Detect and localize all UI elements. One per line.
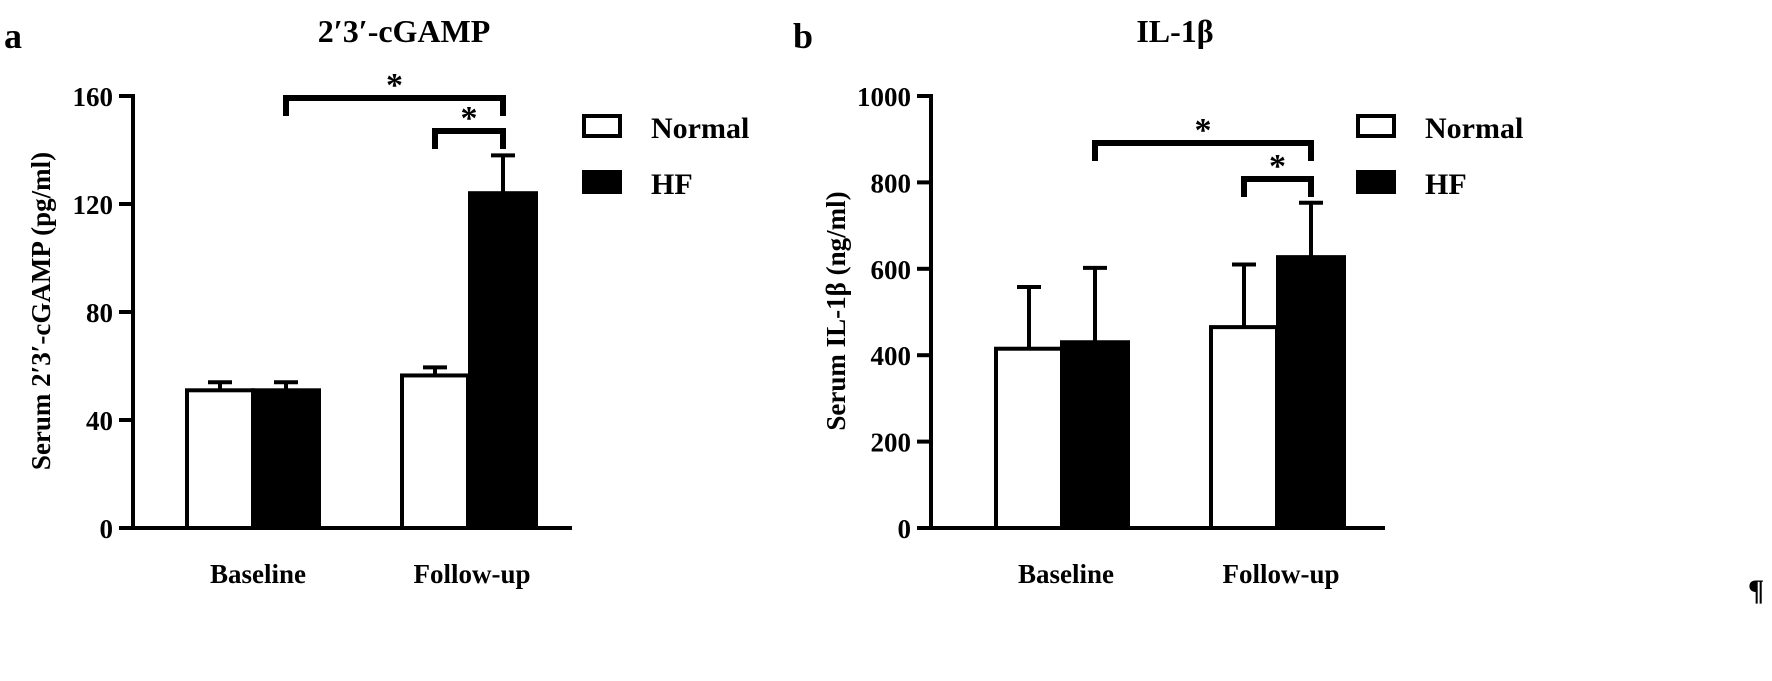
panel-b-y-tick-label: 800: [871, 168, 912, 198]
panel-b-x-ticks: Baseline Follow-up: [1018, 559, 1340, 589]
panel-a-y-tick-label: 0: [100, 514, 114, 544]
panel-a-y-tick-label: 40: [86, 406, 113, 436]
panel-b-legend-hf-swatch: [1356, 170, 1396, 194]
panel-a-legend-normal-label: Normal: [651, 112, 749, 145]
panel-b-significance-star: *: [1195, 112, 1212, 149]
panel-a-legend: Normal HF: [582, 112, 749, 201]
panel-a-significance: **: [283, 67, 506, 149]
panel-b-legend-normal-label: Normal: [1425, 112, 1523, 145]
panel-a-x-ticks: Baseline Follow-up: [210, 559, 531, 589]
panel-a-significance-star: *: [461, 100, 478, 137]
panel-a-bar-normal-follow-up: [400, 373, 470, 531]
panel-b-significance: **: [1092, 112, 1314, 197]
panel-a-significance-bracket: [432, 128, 506, 149]
panel-b-y-tick-label: 400: [871, 341, 912, 371]
panel-a-bar-hf-baseline: [251, 388, 321, 530]
panel-b-legend-hf-label: HF: [1425, 168, 1467, 201]
panel-b-bars: [994, 200, 1346, 530]
panel-b-y-tick-label: 1000: [857, 82, 911, 112]
panel-a: a 2′3′-cGAMP Serum 2′3′-cGAMP (pg/ml) 0 4…: [4, 13, 749, 589]
panel-b-significance-bracket: [1241, 176, 1314, 197]
panel-b-bar-hf-follow-up: [1276, 255, 1346, 530]
panel-b-bar-hf-baseline: [1060, 340, 1130, 530]
panel-b-category-baseline: Baseline: [1018, 559, 1114, 589]
panel-a-category-baseline: Baseline: [210, 559, 306, 589]
panel-b-ylabel: Serum IL-1β (ng/ml): [821, 191, 851, 430]
panel-a-bar-hf-follow-up: [468, 191, 538, 530]
panel-b-legend: Normal HF: [1356, 112, 1523, 201]
panel-b-title: IL-1β: [1136, 13, 1213, 49]
panel-b-significance-bracket: [1092, 140, 1314, 161]
panel-b-y-tick-label: 200: [871, 428, 912, 458]
panel-a-legend-normal-swatch: [582, 114, 622, 138]
panel-a-bar-normal-baseline: [185, 388, 255, 530]
panel-b: b IL-1β Serum IL-1β (ng/ml) 0 200 400 600 80…: [793, 13, 1523, 589]
panel-b-y-tick-label: 0: [898, 514, 912, 544]
panel-a-significance-bracket: [283, 95, 506, 116]
panel-b-bar-normal-follow-up: [1209, 325, 1279, 530]
panel-a-legend-hf-swatch: [582, 170, 622, 194]
panel-b-label: b: [793, 16, 813, 56]
panel-a-label: a: [4, 16, 22, 56]
panel-b-y-tick-label: 600: [871, 255, 912, 285]
panel-a-category-follow-up: Follow-up: [413, 559, 530, 589]
panel-a-title: 2′3′-cGAMP: [318, 13, 491, 49]
panel-a-y-tick-label: 120: [73, 190, 114, 220]
panel-a-ylabel: Serum 2′3′-cGAMP (pg/ml): [26, 152, 56, 470]
pilcrow-mark: ¶: [1748, 574, 1764, 607]
panel-b-category-follow-up: Follow-up: [1222, 559, 1339, 589]
panel-a-y-tick-label: 80: [86, 298, 113, 328]
panel-a-legend-hf-label: HF: [651, 168, 693, 201]
panel-a-y-tick-label: 160: [73, 82, 114, 112]
panel-a-significance-star: *: [386, 67, 403, 104]
panel-b-significance-star: *: [1269, 148, 1286, 185]
panel-a-bars: [185, 153, 538, 531]
panel-b-legend-normal-swatch: [1356, 114, 1396, 138]
panel-b-bar-normal-baseline: [994, 346, 1064, 530]
